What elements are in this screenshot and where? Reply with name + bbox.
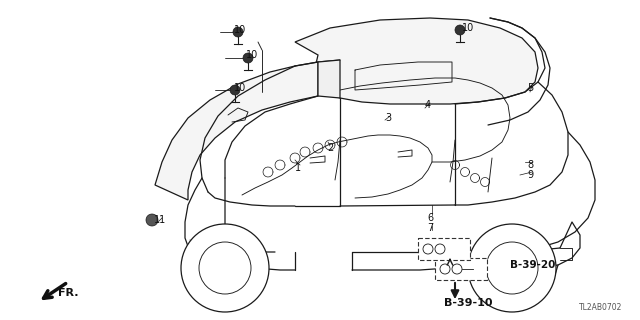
Text: 11: 11 (154, 215, 166, 225)
Text: 7: 7 (427, 223, 433, 233)
FancyBboxPatch shape (435, 258, 487, 280)
Text: 4: 4 (425, 100, 431, 110)
Text: 3: 3 (385, 113, 391, 123)
Polygon shape (155, 62, 318, 200)
Text: FR.: FR. (58, 288, 79, 298)
Circle shape (468, 224, 556, 312)
Polygon shape (295, 18, 538, 104)
Text: TL2AB0702: TL2AB0702 (579, 303, 622, 312)
Text: 10: 10 (234, 83, 246, 93)
Text: 10: 10 (234, 25, 246, 35)
Text: 6: 6 (427, 213, 433, 223)
Circle shape (146, 214, 158, 226)
Circle shape (455, 25, 465, 35)
Circle shape (243, 53, 253, 63)
Text: 1: 1 (295, 163, 301, 173)
FancyBboxPatch shape (418, 238, 470, 260)
Text: 10: 10 (246, 50, 258, 60)
Text: 8: 8 (527, 160, 533, 170)
Circle shape (181, 224, 269, 312)
Text: 5: 5 (527, 83, 533, 93)
Text: 10: 10 (462, 23, 474, 33)
Circle shape (233, 27, 243, 37)
Polygon shape (145, 40, 640, 290)
Circle shape (230, 85, 240, 95)
Text: 2: 2 (327, 143, 333, 153)
Text: 9: 9 (527, 170, 533, 180)
Polygon shape (318, 60, 340, 98)
Text: B-39-10: B-39-10 (444, 298, 492, 308)
Text: B-39-20: B-39-20 (510, 260, 556, 270)
